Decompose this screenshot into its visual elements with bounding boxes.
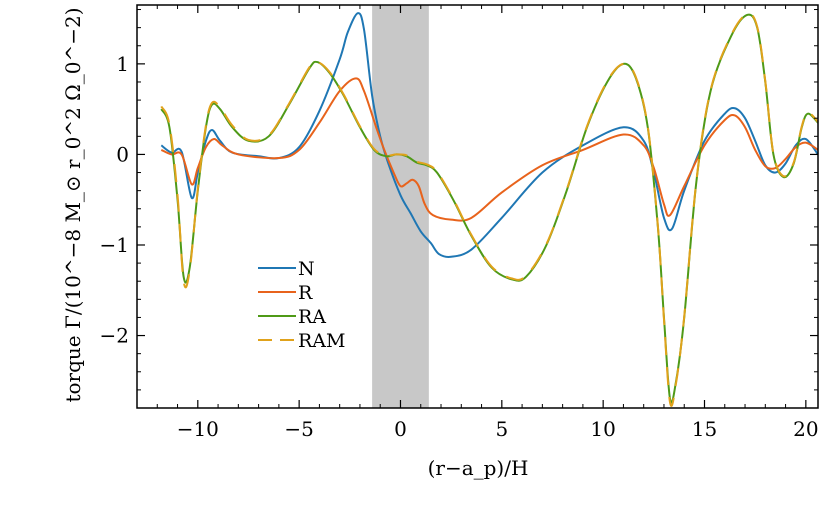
ticks-layer: −10 −5 0 5 10 15 20−2−101 xyxy=(100,5,819,441)
plot-area: −10 −5 0 5 10 15 20−2−101 xyxy=(100,4,819,441)
legend-label-ra: RA xyxy=(298,306,326,328)
y-axis-label: torque Γ/(10^−8 M_⊙ r_0^2 Ω_0^−2) xyxy=(61,7,85,402)
legend-label-r: R xyxy=(298,282,313,304)
y-tick-label: −2 xyxy=(100,324,129,348)
series-line-ra xyxy=(160,13,819,404)
plot-frame xyxy=(136,4,819,409)
x-tick-label: 5 xyxy=(495,417,508,441)
x-axis-label: (r−a_p)/H xyxy=(428,456,529,480)
y-tick-label: −1 xyxy=(100,233,129,257)
x-tick-label: −5 xyxy=(284,417,313,441)
legend-label-n: N xyxy=(298,258,315,280)
series-line-ram xyxy=(160,12,819,407)
x-tick-label: 10 xyxy=(590,417,615,441)
shaded-region xyxy=(372,5,429,408)
legend-label-ram: RAM xyxy=(298,330,345,352)
y-tick-label: 1 xyxy=(116,52,129,76)
series-layer xyxy=(160,12,819,407)
series-line-n xyxy=(160,12,819,258)
x-tick-label: 0 xyxy=(394,417,407,441)
series-line-r xyxy=(160,77,819,222)
x-tick-label: −10 xyxy=(177,417,219,441)
y-tick-label: 0 xyxy=(116,142,129,166)
x-tick-label: 15 xyxy=(692,417,717,441)
x-tick-label: 20 xyxy=(793,417,818,441)
